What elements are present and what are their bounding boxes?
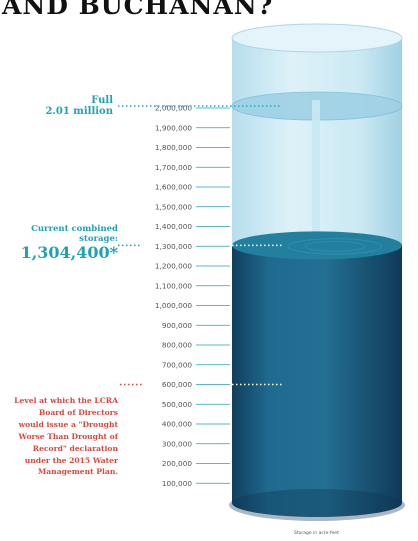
y-tick-label: 400,000	[162, 420, 193, 429]
full-label-line2: 2.01 million	[45, 106, 113, 117]
full-capacity-label: Full 2.01 million	[45, 95, 113, 117]
y-tick-label: 100,000	[162, 479, 193, 488]
full-label-line1: Full	[91, 95, 113, 106]
water-ripple	[304, 241, 366, 252]
water-ripple	[287, 238, 383, 255]
current-storage-title: Current combined storage:	[31, 224, 118, 244]
y-tick-label: 200,000	[162, 459, 193, 468]
y-tick-label: 1,400,000	[155, 222, 192, 231]
y-tick-label: 1,300,000	[155, 242, 192, 251]
y-tick-label: 1,000,000	[155, 301, 192, 310]
water-surface	[232, 231, 402, 260]
y-tick-label: 800,000	[162, 341, 193, 350]
y-tick-label: 300,000	[162, 439, 193, 448]
tank-base-shadow	[229, 489, 405, 521]
y-tick-label: 1,100,000	[155, 281, 192, 290]
water-level-bar	[232, 245, 402, 518]
y-tick-label: 1,600,000	[155, 183, 192, 192]
y-tick-label: 500,000	[162, 400, 193, 409]
y-tick-label: 1,500,000	[155, 202, 192, 211]
y-tick-label: 700,000	[162, 360, 193, 369]
y-tick-label: 1,700,000	[155, 163, 192, 172]
tank-top-rim	[231, 23, 403, 53]
y-tick-label: 1,900,000	[155, 123, 192, 132]
units-footnote: Storage in acre-feet	[294, 531, 339, 536]
headline: AND BUCHANAN?	[2, 0, 274, 20]
y-tick-label: 600,000	[162, 380, 193, 389]
y-tick-label: 900,000	[162, 321, 193, 330]
drought-threshold-label: Level at which the LCRA Board of Directo…	[14, 396, 118, 477]
y-tick-label: 2,000,000	[155, 104, 192, 113]
current-storage-value: 1,304,400*	[20, 243, 118, 262]
y-tick-label: 1,200,000	[155, 262, 192, 271]
tank-center-rod	[312, 100, 320, 240]
y-tick-label: 1,800,000	[155, 143, 192, 152]
